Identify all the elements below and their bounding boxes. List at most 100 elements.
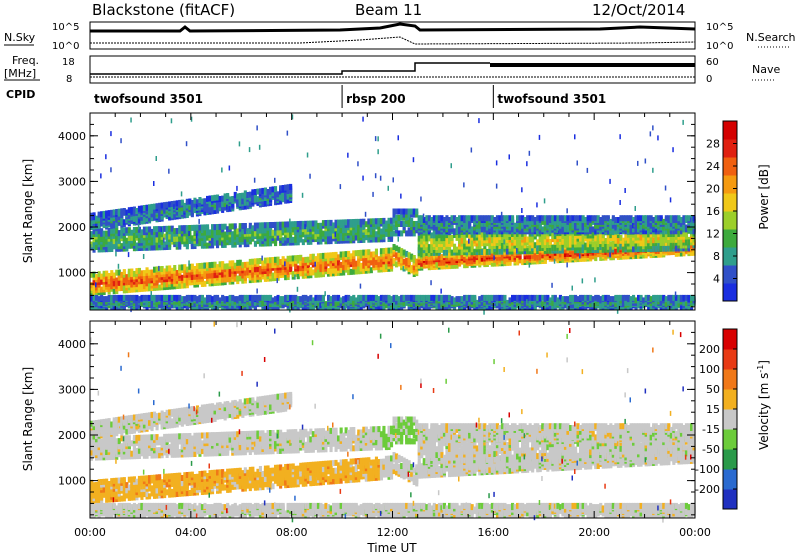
heatmap-cell — [478, 118, 480, 124]
heatmap-cell — [556, 297, 560, 304]
heatmap-cell — [218, 277, 222, 283]
heatmap-cell — [601, 226, 605, 233]
heatmap-cell — [538, 215, 542, 222]
heatmap-cell — [455, 228, 459, 235]
heatmap-cell — [97, 276, 101, 283]
heatmap-cell — [105, 219, 109, 226]
heatmap-cell — [369, 299, 373, 306]
heatmap-cell — [276, 256, 280, 263]
heatmap-cell — [427, 294, 431, 301]
heatmap-cell — [238, 141, 241, 147]
heatmap-cell — [324, 260, 328, 267]
heatmap-cell — [248, 147, 251, 153]
heatmap-cell — [579, 215, 583, 222]
heatmap-cell — [145, 285, 149, 292]
heatmap-cell — [337, 294, 341, 301]
heatmap-cell — [372, 218, 376, 225]
heatmap-cell — [500, 242, 504, 249]
heatmap-cell — [327, 252, 331, 259]
heatmap-cell — [284, 221, 288, 228]
heatmap-cell — [183, 296, 187, 303]
heatmap-cell — [190, 116, 193, 122]
heatmap-cell — [258, 265, 262, 272]
heatmap-cell — [493, 217, 497, 223]
heatmap-cell — [100, 218, 104, 225]
heatmap-cell — [450, 235, 454, 241]
heatmap-cell — [125, 274, 129, 281]
heatmap-cell — [458, 226, 462, 233]
heatmap-cell — [183, 282, 187, 289]
heatmap-cell — [263, 257, 267, 264]
heatmap-cell — [402, 266, 405, 272]
heatmap-cell — [195, 224, 199, 231]
heatmap-cell — [153, 203, 157, 210]
heatmap-cell — [233, 231, 237, 238]
heatmap-cell — [193, 294, 197, 301]
heatmap-cell — [261, 260, 265, 267]
heatmap-cell — [463, 294, 467, 301]
heatmap-cell — [132, 294, 136, 301]
heatmap-cell — [359, 294, 363, 301]
heatmap-cell — [551, 233, 555, 240]
heatmap-cell — [160, 227, 163, 233]
heatmap-cell — [392, 211, 396, 218]
heatmap-cell — [551, 215, 555, 222]
heatmap-cell — [301, 270, 305, 277]
heatmap-cell — [137, 205, 141, 212]
heatmap-cell — [286, 184, 290, 191]
heatmap-cell — [407, 211, 411, 218]
heatmap-cell — [163, 294, 167, 301]
heatmap-cell — [574, 294, 578, 301]
heatmap-cell — [211, 261, 215, 268]
heatmap-cell — [440, 263, 444, 270]
heatmap-cell — [475, 215, 479, 222]
heatmap-cell — [100, 278, 104, 285]
heatmap-cell — [238, 294, 242, 301]
heatmap-cell — [261, 294, 265, 301]
heatmap-cell — [468, 215, 472, 222]
heatmap-cell — [274, 186, 278, 193]
heatmap-cell — [427, 251, 431, 257]
heatmap-cell — [266, 189, 270, 195]
heatmap-cell — [233, 262, 237, 269]
heatmap-cell — [258, 144, 261, 150]
heatmap-cell — [170, 267, 174, 274]
heatmap-cell — [142, 216, 146, 223]
heatmap-cell — [400, 248, 404, 255]
heatmap-cell — [253, 230, 257, 237]
heatmap-cell — [377, 256, 381, 263]
heatmap-cell — [450, 249, 454, 256]
heatmap-cell — [463, 298, 467, 305]
heatmap-cell — [296, 296, 300, 303]
heatmap-cell — [314, 263, 318, 270]
heatmap-cell — [107, 240, 111, 247]
heatmap-cell — [470, 252, 474, 259]
heatmap-cell — [569, 222, 573, 229]
heatmap-cell — [576, 215, 580, 222]
heatmap-cell — [198, 263, 202, 269]
heatmap-cell — [281, 196, 285, 203]
heatmap-cell — [208, 267, 212, 274]
heatmap-cell — [185, 294, 189, 301]
heatmap-cell — [183, 225, 187, 232]
heatmap-cell — [377, 218, 381, 225]
heatmap-cell — [324, 252, 328, 259]
heatmap-cell — [344, 219, 348, 226]
heatmap-cell — [485, 228, 489, 235]
heatmap-cell — [516, 294, 520, 301]
heatmap-cell — [410, 230, 414, 237]
heatmap-cell — [105, 230, 109, 237]
heatmap-cell — [440, 298, 444, 305]
heatmap-cell — [460, 249, 464, 256]
heatmap-cell — [425, 215, 429, 222]
heatmap-cell — [309, 303, 313, 310]
heatmap-cell — [137, 232, 141, 238]
heatmap-cell — [541, 252, 545, 259]
heatmap-cell — [541, 218, 545, 225]
heatmap-cell — [314, 294, 318, 301]
heatmap-cell — [198, 197, 202, 203]
heatmap-cell — [241, 192, 245, 199]
heatmap-cell — [301, 192, 304, 198]
heatmap-cell — [228, 236, 232, 243]
heatmap-cell — [115, 209, 119, 215]
